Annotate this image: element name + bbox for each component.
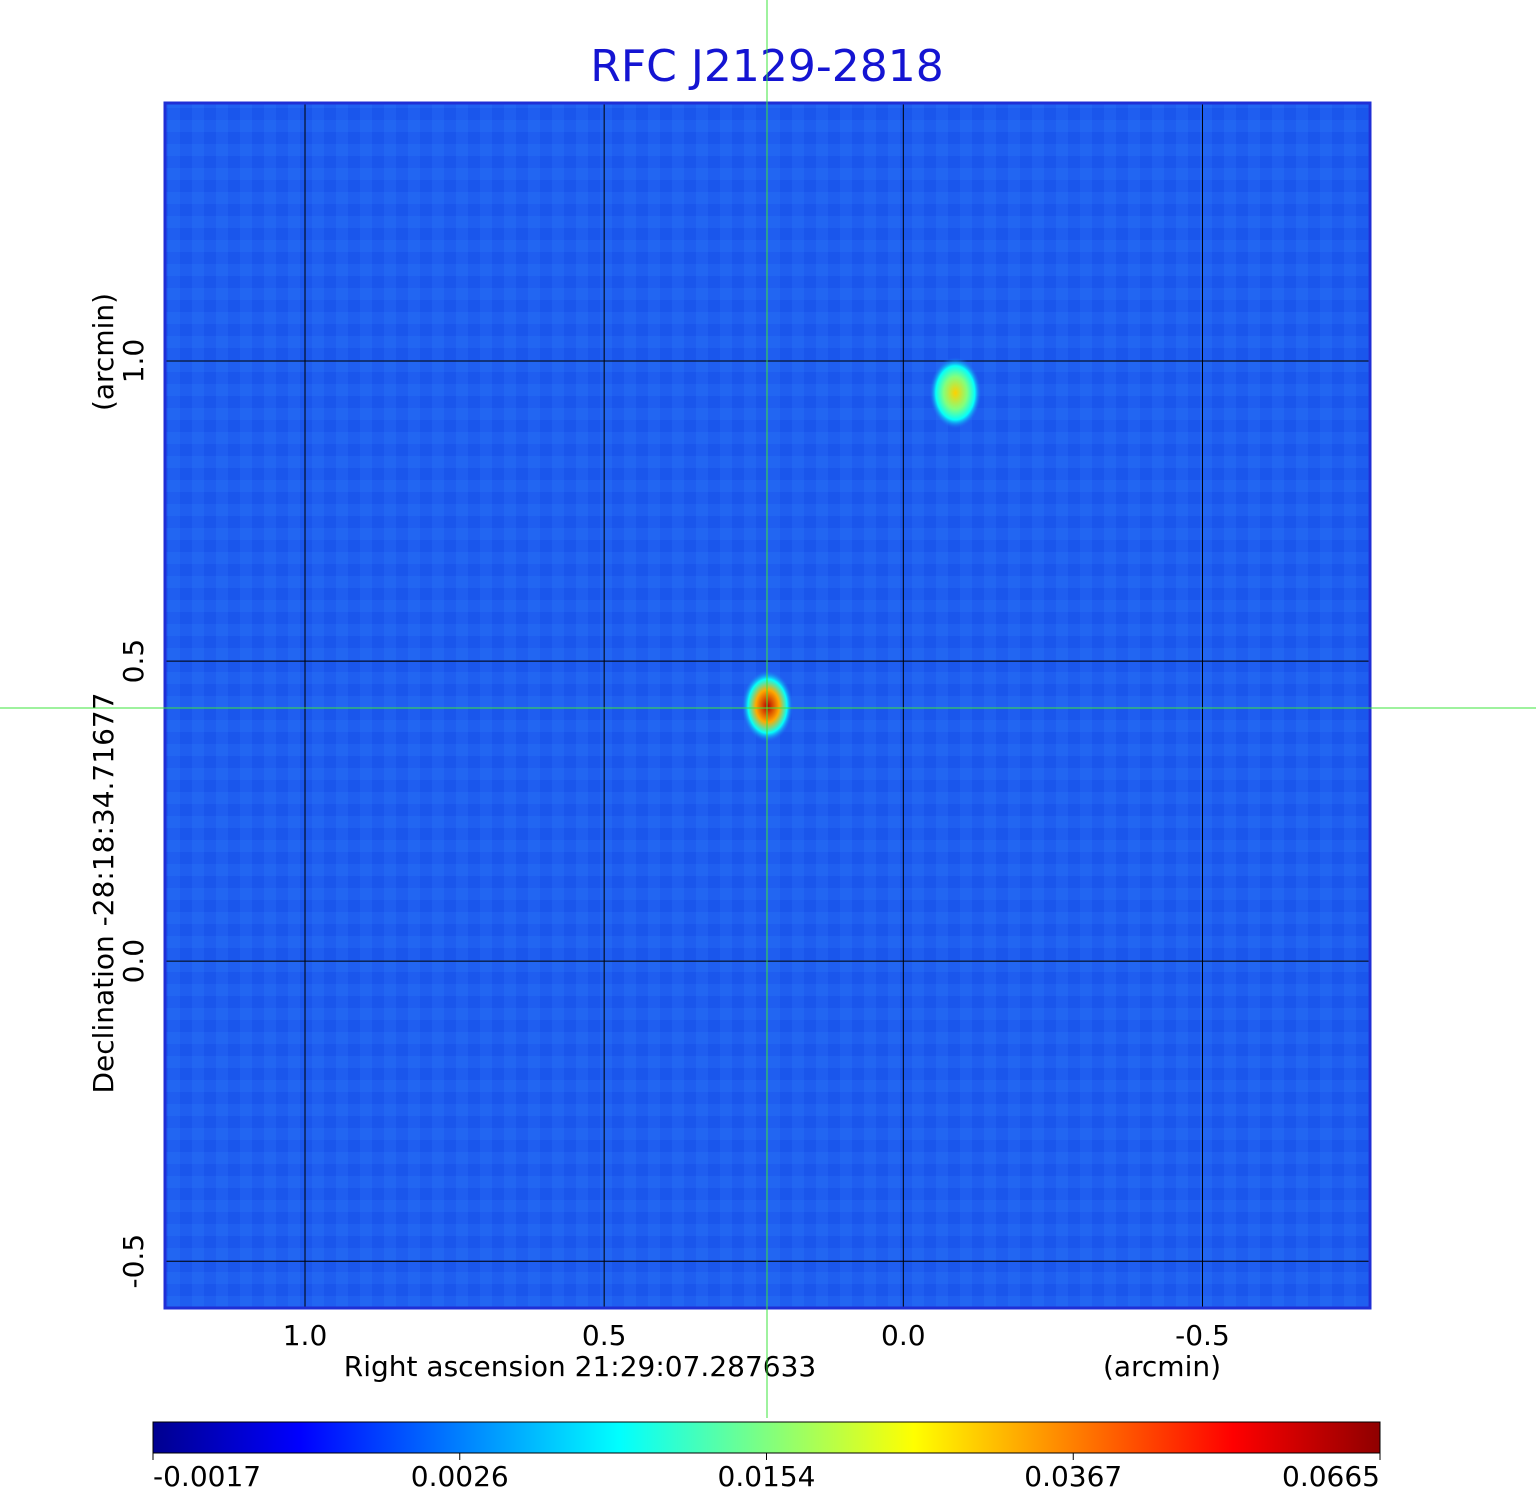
x-tick-label: -0.5 (1175, 1319, 1230, 1352)
y-tick-label: 1.0 (117, 339, 150, 384)
y-tick-label: 0.0 (117, 939, 150, 984)
x-tick-label: 0.0 (881, 1319, 926, 1352)
x-tick-label: 0.5 (582, 1319, 627, 1352)
colorbar (152, 1421, 1381, 1454)
x-axis-unit: (arcmin) (1103, 1350, 1221, 1383)
colorbar-tick-label: 0.0026 (411, 1460, 509, 1493)
colorbar-tick-label: -0.0017 (153, 1460, 261, 1493)
source (929, 356, 982, 429)
y-tick-label: -0.5 (117, 1234, 150, 1289)
colorbar-tick-label: 0.0665 (1282, 1460, 1380, 1493)
colorbar-tick-label: 0.0154 (718, 1460, 816, 1493)
x-axis-label: Right ascension 21:29:07.287633 (344, 1350, 816, 1383)
y-axis-label: Declination -28:18:34.71677 (87, 692, 120, 1093)
x-tick-label: 1.0 (283, 1319, 328, 1352)
colorbar-tick-label: 0.0367 (1024, 1460, 1122, 1493)
y-tick-label: 0.5 (117, 639, 150, 684)
y-axis-unit: (arcmin) (87, 293, 120, 411)
